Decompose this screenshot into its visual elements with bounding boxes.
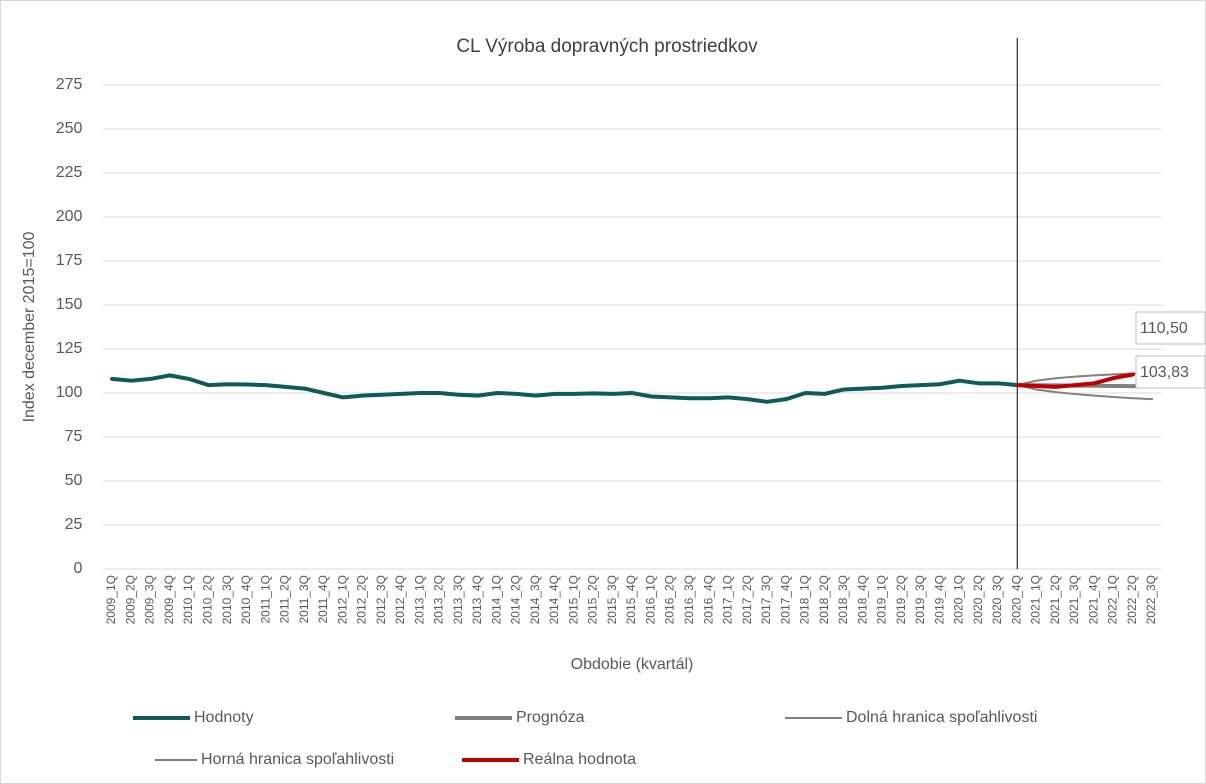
x-tick-label: 2016_4Q — [701, 575, 715, 624]
y-tick-label: 75 — [65, 428, 83, 445]
x-tick-label: 2018_2Q — [817, 575, 831, 624]
x-tick-label: 2009_3Q — [143, 575, 157, 624]
x-tick-label: 2015_1Q — [566, 575, 580, 624]
x-tick-label: 2018_3Q — [836, 575, 850, 624]
y-tick-label: 250 — [56, 120, 83, 137]
x-tick-label: 2013_3Q — [451, 575, 465, 624]
x-tick-label: 2022_3Q — [1144, 575, 1158, 624]
x-tick-label: 2022_1Q — [1106, 575, 1120, 624]
x-tick-label: 2009_1Q — [104, 575, 118, 624]
x-tick-label: 2019_3Q — [913, 575, 927, 624]
y-tick-label: 100 — [56, 384, 83, 401]
x-tick-label: 2019_1Q — [875, 575, 889, 624]
x-tick-label: 2014_1Q — [489, 575, 503, 624]
x-tick-label: 2021_4Q — [1086, 575, 1100, 624]
series-line — [1015, 372, 1135, 389]
legend-label: Hodnoty — [194, 709, 254, 726]
x-tick-label: 2016_2Q — [663, 575, 677, 624]
y-tick-label: 175 — [56, 252, 83, 269]
x-tick-label: 2010_1Q — [181, 575, 195, 624]
x-tick-label: 2016_1Q — [643, 575, 657, 624]
data-label-box — [1135, 311, 1206, 345]
x-axis-label: Obdobie (kvartál) — [571, 656, 694, 673]
x-tick-label: 2014_4Q — [547, 575, 561, 624]
data-label: 103,83 — [1140, 364, 1189, 381]
y-axis-label: Index december 2015=100 — [21, 231, 38, 422]
x-tick-label: 2020_1Q — [952, 575, 966, 624]
x-tick-label: 2012_4Q — [393, 575, 407, 624]
x-tick-label: 2020_2Q — [971, 575, 985, 624]
x-tick-label: 2009_4Q — [162, 575, 176, 624]
x-tick-label: 2011_4Q — [316, 575, 330, 624]
x-tick-label: 2013_4Q — [470, 575, 484, 624]
x-tick-label: 2012_3Q — [374, 575, 388, 624]
x-tick-label: 2014_3Q — [528, 575, 542, 624]
x-tick-label: 2015_3Q — [605, 575, 619, 624]
y-tick-label: 200 — [56, 208, 83, 225]
y-tick-label: 25 — [65, 516, 83, 533]
x-tick-label: 2015_4Q — [624, 575, 638, 624]
x-tick-label: 2011_1Q — [258, 575, 272, 624]
x-tick-label: 2013_1Q — [412, 575, 426, 624]
y-tick-label: 50 — [65, 472, 83, 489]
x-tick-label: 2015_2Q — [586, 575, 600, 624]
x-tick-label: 2018_1Q — [798, 575, 812, 624]
x-tick-label: 2011_2Q — [278, 575, 292, 624]
x-tick-label: 2022_2Q — [1125, 575, 1139, 624]
data-label: 110,50 — [1140, 320, 1188, 337]
y-tick-label: 0 — [73, 560, 82, 577]
x-tick-label: 2021_3Q — [1067, 575, 1081, 624]
x-tick-label: 2011_3Q — [297, 575, 311, 624]
x-tick-label: 2013_2Q — [432, 575, 446, 624]
x-tick-label: 2014_2Q — [509, 575, 523, 624]
y-tick-label: 150 — [56, 296, 83, 313]
x-tick-label: 2020_3Q — [990, 575, 1004, 624]
x-tick-label: 2017_3Q — [759, 575, 773, 624]
y-tick-label: 225 — [56, 164, 83, 181]
series-line — [1016, 384, 1154, 401]
y-tick-label: 125 — [56, 340, 83, 357]
x-tick-label: 2020_4Q — [1009, 575, 1023, 624]
x-tick-label: 2012_1Q — [335, 575, 349, 624]
x-tick-label: 2021_2Q — [1048, 575, 1062, 624]
series-line — [110, 373, 1020, 404]
chart-title: CL Výroba dopravných prostriedkov — [456, 36, 758, 57]
x-tick-label: 2016_3Q — [682, 575, 696, 624]
x-tick-label: 2010_2Q — [201, 575, 215, 624]
x-tick-label: 2021_1Q — [1029, 575, 1043, 624]
data-label-box — [1135, 355, 1206, 389]
y-tick-label: 275 — [56, 76, 83, 93]
x-tick-label: 2018_4Q — [855, 575, 869, 624]
legend-label: Reálna hodnota — [523, 751, 636, 768]
x-tick-label: 2017_1Q — [721, 575, 735, 624]
x-tick-label: 2017_2Q — [740, 575, 754, 624]
x-tick-label: 2010_4Q — [239, 575, 253, 624]
x-tick-label: 2019_2Q — [894, 575, 908, 624]
x-tick-label: 2009_2Q — [123, 575, 137, 624]
x-tick-label: 2017_4Q — [778, 575, 792, 624]
legend-label: Prognóza — [516, 709, 585, 726]
x-tick-label: 2010_3Q — [220, 575, 234, 624]
legend-label: Horná hranica spoľahlivosti — [201, 751, 394, 768]
x-tick-label: 2019_4Q — [932, 575, 946, 624]
legend-label: Dolná hranica spoľahlivosti — [846, 709, 1037, 726]
x-tick-label: 2012_2Q — [355, 575, 369, 624]
